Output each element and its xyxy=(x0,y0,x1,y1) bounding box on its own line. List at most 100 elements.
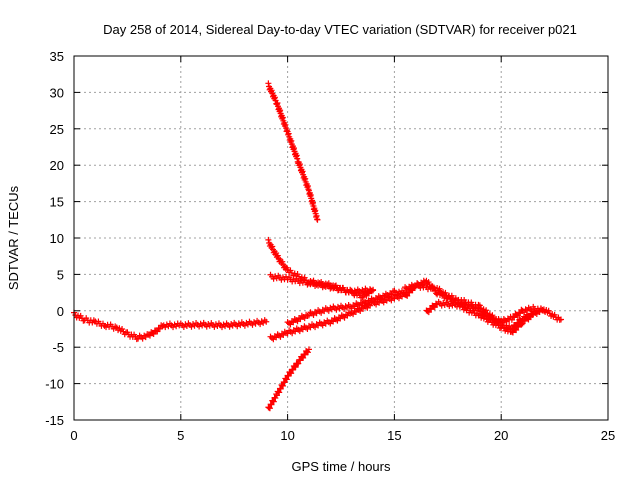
data-point xyxy=(159,323,166,330)
data-point xyxy=(283,376,290,383)
series-arc-lower-rising xyxy=(265,346,312,412)
data-point xyxy=(404,292,411,299)
data-point xyxy=(425,279,432,286)
data-point xyxy=(442,289,449,296)
data-point xyxy=(304,326,311,333)
data-point xyxy=(370,286,377,293)
x-tick-label: 5 xyxy=(177,428,184,443)
data-point xyxy=(263,318,270,325)
x-tick-label: 15 xyxy=(387,428,401,443)
data-point xyxy=(304,349,311,356)
y-tick-label: 0 xyxy=(57,304,64,319)
data-point xyxy=(276,389,283,396)
data-point xyxy=(280,382,287,389)
axis-ticks: 0 5 10 15 20 25 -15 -10 -5 0 5 10 15 20 25 30 35 xyxy=(45,49,615,443)
series-arc-rising-long-a xyxy=(267,290,409,343)
data-point xyxy=(529,310,536,317)
data-point xyxy=(288,370,295,377)
series-arc-upper-band xyxy=(267,271,377,297)
y-tick-label: -5 xyxy=(52,340,64,355)
data-point xyxy=(388,291,395,298)
data-point xyxy=(515,323,522,330)
y-axis-label: SDTVAR / TECUs xyxy=(6,185,21,290)
data-point xyxy=(289,330,296,337)
y-tick-label: 5 xyxy=(57,267,64,282)
series-arc-rising-long-b xyxy=(284,287,409,328)
series-arc-steep-descending xyxy=(265,80,321,223)
x-tick-label: 20 xyxy=(494,428,508,443)
data-point xyxy=(292,364,299,371)
data-point xyxy=(411,284,418,291)
data-point xyxy=(265,236,272,243)
data-point xyxy=(380,299,387,306)
data-point xyxy=(116,325,123,332)
data-point xyxy=(268,401,275,408)
data-point xyxy=(319,322,326,329)
data-point xyxy=(408,281,415,288)
y-tick-label: 30 xyxy=(50,85,64,100)
data-points xyxy=(71,80,565,412)
x-tick-label: 10 xyxy=(280,428,294,443)
y-tick-label: -15 xyxy=(45,413,64,428)
y-tick-label: -10 xyxy=(45,377,64,392)
data-point xyxy=(270,398,277,405)
x-tick-label: 0 xyxy=(70,428,77,443)
data-point xyxy=(479,312,486,319)
data-point xyxy=(403,292,410,299)
series-arc-late-low xyxy=(423,298,537,336)
grid xyxy=(74,56,608,420)
data-point xyxy=(113,324,120,331)
data-point xyxy=(139,335,146,342)
data-point xyxy=(268,87,275,94)
data-point xyxy=(388,297,395,304)
y-tick-label: 25 xyxy=(50,122,64,137)
x-tick-label: 25 xyxy=(601,428,615,443)
data-point xyxy=(436,285,443,292)
data-point xyxy=(300,354,307,361)
data-point xyxy=(373,301,380,308)
data-point xyxy=(310,311,317,318)
data-point xyxy=(318,309,325,316)
y-tick-label: 35 xyxy=(50,49,64,64)
data-point xyxy=(558,316,565,323)
data-point xyxy=(295,360,302,367)
data-point xyxy=(476,312,483,319)
data-point xyxy=(489,312,496,319)
data-point xyxy=(271,94,278,101)
data-point xyxy=(274,252,281,259)
data-point xyxy=(509,329,516,336)
data-point xyxy=(530,311,537,318)
data-point xyxy=(399,293,406,300)
x-axis-label: GPS time / hours xyxy=(292,459,391,474)
data-point xyxy=(508,328,515,335)
y-tick-label: 10 xyxy=(50,231,64,246)
data-point xyxy=(285,373,292,380)
data-point xyxy=(120,328,127,335)
data-point xyxy=(325,307,332,314)
data-point xyxy=(119,326,126,333)
data-point xyxy=(305,346,312,353)
data-point xyxy=(363,300,370,307)
data-point xyxy=(142,334,149,341)
data-point xyxy=(483,316,490,323)
series-arc-main-low xyxy=(71,309,270,343)
data-point xyxy=(269,243,276,250)
data-point xyxy=(512,326,519,333)
data-point xyxy=(265,80,272,87)
data-point xyxy=(348,305,355,312)
data-point xyxy=(545,307,552,314)
data-point xyxy=(395,295,402,302)
y-tick-label: 20 xyxy=(50,158,64,173)
data-point xyxy=(289,366,296,373)
data-point xyxy=(266,405,273,412)
data-point xyxy=(356,302,363,309)
series-arc-late-mid xyxy=(402,280,565,332)
data-point xyxy=(518,321,525,328)
data-point xyxy=(482,313,489,320)
data-point xyxy=(513,327,520,334)
data-point xyxy=(312,324,319,331)
data-point xyxy=(279,258,286,265)
y-tick-label: 15 xyxy=(50,195,64,210)
chart-title: Day 258 of 2014, Sidereal Day-to-day VTE… xyxy=(103,22,577,37)
